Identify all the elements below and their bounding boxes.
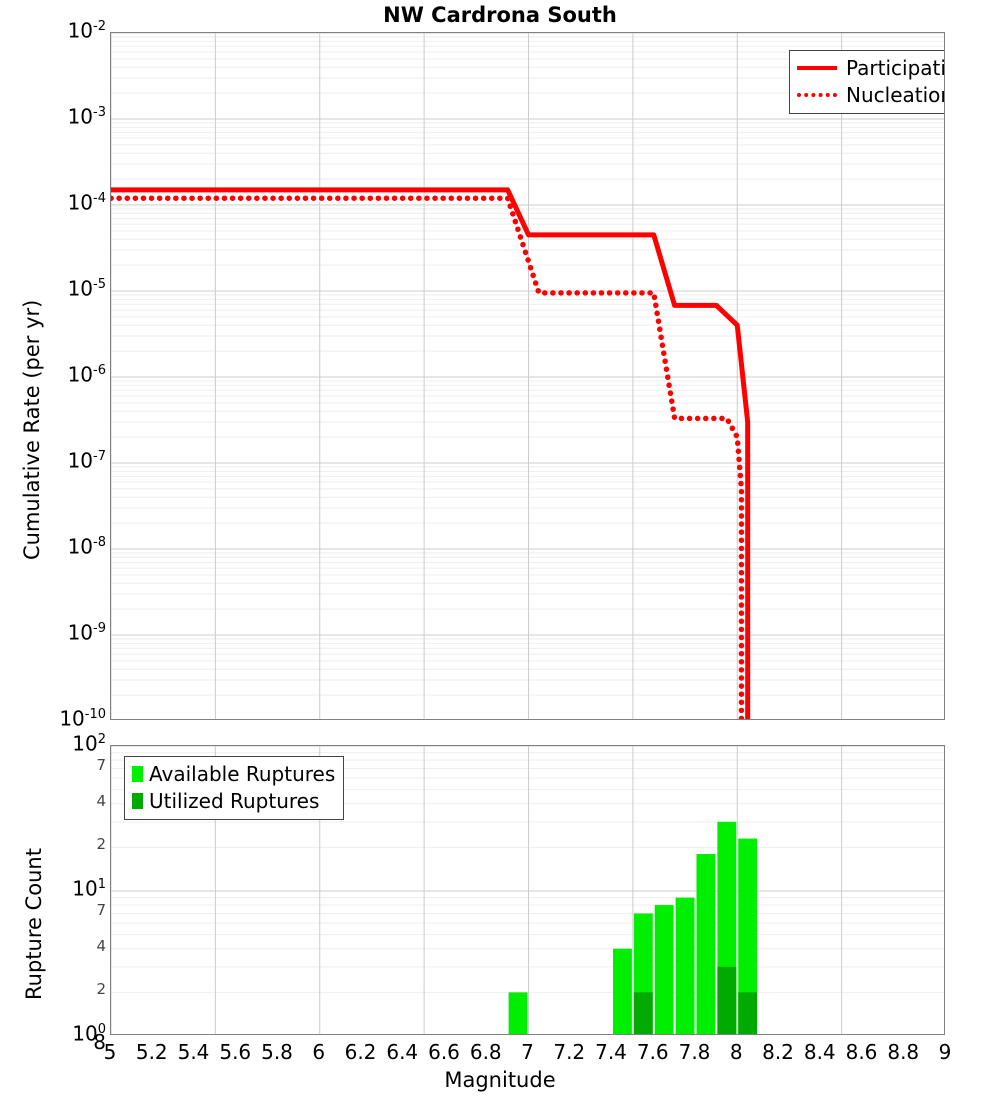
bottom-ytick-1e0: 100: [72, 1021, 106, 1046]
bottom-ytick-minor-70: 7: [96, 756, 106, 775]
x-axis-label: Magnitude: [444, 1068, 556, 1092]
bar-available: [738, 838, 758, 1034]
top-ytick-1e-10: 10-10: [59, 706, 106, 731]
top-ytick-1e-5: 10-5: [67, 276, 106, 301]
bottom-ytick-minor-7: 7: [96, 901, 106, 920]
bar-available: [654, 905, 674, 1034]
xtick-5.6: 5.6: [219, 1040, 252, 1064]
xtick-7.6: 7.6: [636, 1040, 669, 1064]
bottom-ytick-minor-20: 2: [96, 835, 106, 854]
xtick-8.2: 8.2: [762, 1040, 794, 1064]
top-data-lines: [111, 187, 751, 719]
xtick-8.6: 8.6: [845, 1040, 878, 1064]
utilized-color-swatch: [132, 793, 143, 809]
bar-available: [675, 897, 695, 1034]
bottom-y-axis-ticks: 102 101 100 7 4 2 7 4 2 8: [28, 733, 106, 1052]
bar-available: [613, 948, 632, 1034]
legend-item-nucleation[interactable]: Nucleation: [797, 82, 945, 108]
xtick-6.2: 6.2: [344, 1040, 377, 1064]
legend-item-utilized-ruptures[interactable]: Utilized Ruptures: [132, 788, 335, 814]
xtick-5.2: 5.2: [135, 1040, 168, 1064]
bottom-ytick-1e1: 101: [72, 876, 106, 901]
xtick-9: 9: [938, 1040, 952, 1064]
xtick-5.8: 5.8: [261, 1040, 293, 1064]
bottom-ytick-minor-2: 2: [96, 980, 106, 999]
top-ytick-1e-8: 10-8: [67, 534, 106, 559]
legend-cumulative-rate: Participation Nucleation: [789, 50, 945, 114]
xtick-7: 7: [521, 1040, 534, 1064]
series-participation: [111, 187, 751, 719]
xtick-7.4: 7.4: [595, 1040, 627, 1064]
bar-utilized: [633, 992, 653, 1034]
bottom-ytick-minor-40: 4: [96, 791, 106, 810]
available-color-swatch: [132, 766, 143, 782]
xtick-8: 8: [729, 1040, 743, 1064]
bottom-bars: [508, 821, 758, 1034]
legend-label-nucleation: Nucleation: [846, 83, 945, 107]
top-y-axis-ticks: 10-2 10-3 10-4 10-5 10-6 10-7 10-8 10-9 10-10: [28, 20, 106, 728]
dotted-line-icon: [797, 93, 837, 97]
xtick-7.2: 7.2: [553, 1040, 586, 1064]
legend-label-available-ruptures: Available Ruptures: [149, 762, 336, 786]
page-title: NW Cardrona South: [383, 3, 617, 27]
top-y-axis-label: Cumulative Rate (per yr): [20, 299, 44, 560]
series-nucleation: [111, 195, 745, 719]
bottom-y-axis-label: Rupture Count: [22, 848, 46, 1000]
top-ytick-1e-9: 10-9: [67, 620, 106, 645]
bar-utilized: [738, 992, 758, 1034]
top-ytick-1e-7: 10-7: [67, 448, 106, 473]
bottom-ytick-minor-8: 8: [93, 1030, 106, 1054]
top-ytick-1e-6: 10-6: [67, 362, 106, 387]
cumulative-rate-plot: Participation Nucleation: [110, 32, 945, 720]
legend-item-available-ruptures[interactable]: Available Ruptures: [132, 761, 335, 787]
top-gridlines: [111, 33, 944, 719]
xtick-6.8: 6.8: [469, 1040, 502, 1064]
xtick-5.4: 5.4: [177, 1040, 210, 1064]
rupture-count-plot: Available Ruptures Utilized Ruptures: [110, 745, 945, 1035]
top-ytick-1e-3: 10-3: [67, 104, 106, 129]
xtick-6.4: 6.4: [386, 1040, 419, 1064]
top-ytick-1e-2: 10-2: [67, 18, 106, 43]
xtick-8.8: 8.8: [887, 1040, 920, 1064]
solid-line-icon: [797, 66, 837, 70]
xtick-7.8: 7.8: [678, 1040, 711, 1064]
xtick-8.4: 8.4: [803, 1040, 836, 1064]
xtick-6.6: 6.6: [428, 1040, 460, 1064]
legend-label-participation: Participation: [846, 56, 945, 80]
xtick-6: 6: [312, 1040, 326, 1064]
bar-available: [696, 853, 716, 1034]
legend-rupture-count: Available Ruptures Utilized Ruptures: [124, 756, 345, 820]
bottom-ytick-1e2: 102: [72, 731, 106, 756]
bar-available: [508, 992, 528, 1034]
bottom-ytick-minor-4: 4: [96, 936, 106, 955]
bar-utilized: [717, 966, 737, 1034]
legend-label-utilized-ruptures: Utilized Ruptures: [149, 789, 320, 813]
legend-item-participation[interactable]: Participation: [797, 55, 945, 81]
top-ytick-1e-4: 10-4: [67, 190, 106, 215]
xtick-5: 5: [103, 1040, 117, 1064]
